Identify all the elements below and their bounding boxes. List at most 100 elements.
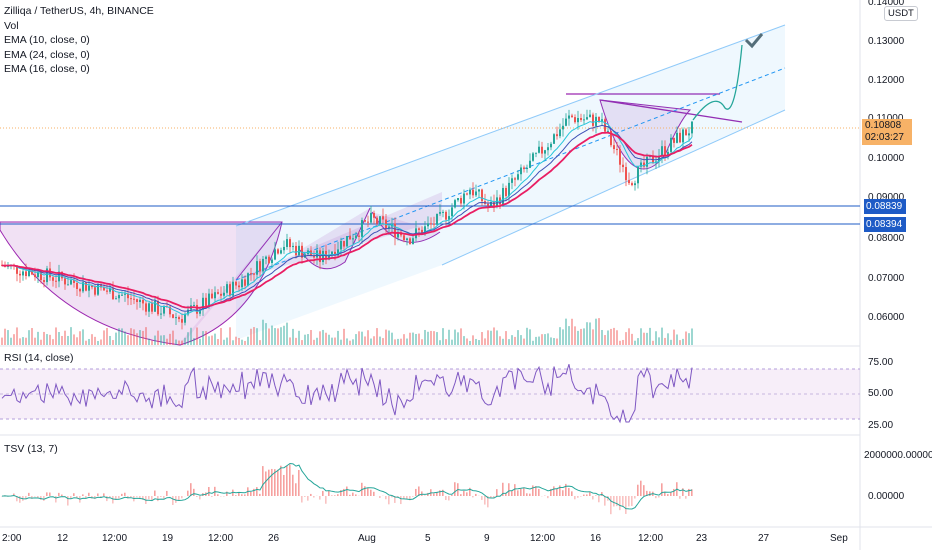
indicator-vol[interactable]: Vol bbox=[4, 19, 19, 32]
volume-bar bbox=[538, 336, 540, 345]
volume-bar bbox=[511, 335, 513, 345]
candle-body bbox=[169, 306, 171, 315]
candle-body bbox=[478, 189, 480, 192]
candle-body bbox=[460, 197, 462, 204]
symbol-title[interactable]: Zilliqa / TetherUS, 4h, BINANCE bbox=[4, 5, 154, 17]
tsv-bar bbox=[589, 492, 591, 496]
candle-body bbox=[451, 207, 453, 217]
tsv-bar bbox=[121, 493, 123, 496]
candle-body bbox=[244, 279, 246, 286]
tsv-bar bbox=[298, 470, 300, 496]
indicator-ema-10[interactable]: EMA (10, close, 0) bbox=[4, 34, 90, 46]
volume-bar bbox=[526, 327, 528, 345]
tsv-bar bbox=[346, 486, 348, 496]
candle-body bbox=[133, 298, 135, 300]
candle-body bbox=[28, 270, 30, 277]
volume-bar bbox=[376, 328, 378, 345]
candle-body bbox=[538, 146, 540, 153]
volume-bar bbox=[286, 322, 288, 345]
tsv-bar bbox=[445, 496, 447, 501]
tsv-bar bbox=[271, 468, 273, 496]
tsv-label[interactable]: TSV (13, 7) bbox=[4, 443, 58, 455]
candle-body bbox=[628, 180, 630, 184]
volume-bar bbox=[340, 339, 342, 345]
candle-body bbox=[115, 298, 117, 300]
candle-body bbox=[316, 250, 318, 258]
volume-bar bbox=[289, 337, 291, 345]
level-tag-lower[interactable]: 0.08394 bbox=[864, 217, 906, 232]
volume-bar bbox=[358, 331, 360, 345]
volume-bar bbox=[403, 334, 405, 345]
candle-body bbox=[16, 265, 18, 274]
candle-body bbox=[37, 271, 39, 277]
tsv-bar bbox=[670, 492, 672, 496]
volume-bar bbox=[592, 329, 594, 345]
level-tag-upper[interactable]: 0.08839 bbox=[864, 199, 906, 214]
candle-body bbox=[94, 287, 96, 295]
tsv-bar bbox=[493, 496, 495, 498]
tsv-bar bbox=[469, 487, 471, 496]
currency-badge[interactable]: USDT bbox=[884, 6, 918, 21]
volume-bar bbox=[64, 330, 66, 345]
candle-body bbox=[109, 288, 111, 292]
candle-body bbox=[238, 285, 240, 288]
candle-body bbox=[499, 197, 501, 205]
candle-body bbox=[580, 118, 582, 120]
candle-body bbox=[658, 155, 660, 162]
candle-body bbox=[154, 300, 156, 312]
volume-bar bbox=[550, 337, 552, 345]
tsv-bar bbox=[442, 489, 444, 496]
volume-bar bbox=[91, 334, 93, 345]
candle-body bbox=[397, 232, 399, 238]
volume-bar bbox=[571, 318, 573, 345]
tsv-bar bbox=[487, 496, 489, 508]
current-price-tag[interactable]: 0.10808 02:03:27 bbox=[862, 119, 912, 145]
volume-bar bbox=[490, 330, 492, 345]
volume-bar bbox=[49, 334, 51, 345]
volume-bar bbox=[301, 340, 303, 345]
tsv-bar bbox=[595, 495, 597, 496]
volume-bar bbox=[655, 331, 657, 345]
time-tick: Aug bbox=[358, 533, 376, 544]
tsv-bar bbox=[307, 496, 309, 501]
tsv-bar bbox=[421, 491, 423, 496]
rsi-label[interactable]: RSI (14, close) bbox=[4, 352, 74, 364]
tsv-bar bbox=[154, 490, 156, 496]
candle-body bbox=[442, 211, 444, 213]
volume-bar bbox=[58, 332, 60, 345]
candle-body bbox=[286, 239, 288, 247]
volume-bar bbox=[574, 326, 576, 345]
checkmark-icon bbox=[744, 33, 764, 49]
channel-mid bbox=[235, 67, 786, 281]
volume-bar bbox=[673, 329, 675, 345]
tsv-bar bbox=[163, 496, 165, 499]
volume-bar bbox=[94, 336, 96, 345]
volume-bar bbox=[220, 328, 222, 345]
volume-bar bbox=[334, 337, 336, 345]
volume-bar bbox=[421, 339, 423, 345]
candle-body bbox=[385, 219, 387, 229]
volume-bar bbox=[619, 340, 621, 345]
volume-bar bbox=[520, 335, 522, 345]
indicator-ema-16[interactable]: EMA (16, close, 0) bbox=[4, 63, 90, 75]
indicator-ema-24[interactable]: EMA (24, close, 0) bbox=[4, 48, 90, 61]
volume-bar bbox=[442, 328, 444, 345]
candle-body bbox=[187, 309, 189, 315]
volume-bar bbox=[298, 330, 300, 345]
tsv-bar bbox=[328, 491, 330, 496]
volume-bar bbox=[52, 339, 54, 345]
candle-body bbox=[271, 259, 273, 264]
tsv-bar bbox=[193, 488, 195, 496]
candle-body bbox=[349, 236, 351, 240]
tsv-bar bbox=[586, 494, 588, 496]
volume-bar bbox=[124, 331, 126, 345]
candle-body bbox=[664, 146, 666, 156]
volume-bar bbox=[274, 328, 276, 345]
candle-body bbox=[535, 152, 537, 154]
tsv-bar bbox=[349, 494, 351, 496]
tsv-bar bbox=[598, 496, 600, 503]
candle-body bbox=[370, 212, 372, 223]
volume-bar bbox=[529, 329, 531, 345]
volume-bar bbox=[238, 337, 240, 345]
